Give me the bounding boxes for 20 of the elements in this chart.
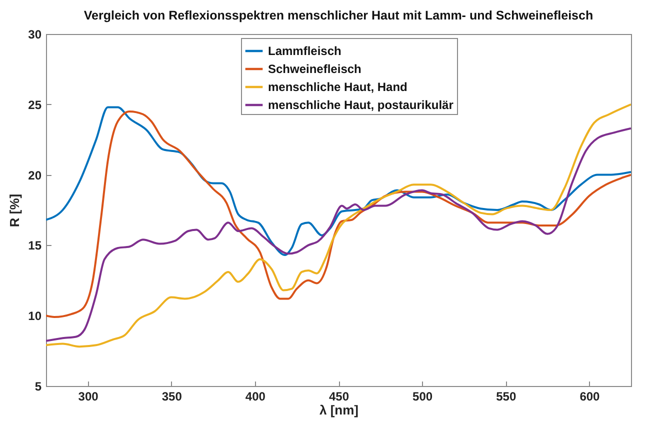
legend-label: Schweinefleisch [268, 62, 362, 76]
y-tick-label: 30 [28, 28, 42, 42]
x-tick-label: 300 [78, 390, 99, 404]
x-tick-label: 450 [328, 390, 350, 404]
y-tick-label: 20 [28, 168, 42, 182]
y-axis-title: R [%] [7, 194, 22, 228]
y-tick-label: 10 [28, 309, 42, 324]
y-tick-label: 15 [28, 238, 42, 253]
legend-label: menschliche Haut, postaurikulär [268, 98, 454, 112]
y-tick-label: 25 [28, 98, 42, 112]
legend-label: Lammfleisch [268, 44, 342, 58]
chart-title: Vergleich von Reflexionsspektren menschlicher Haut mit Lamm- und Schweinefleisch [84, 8, 594, 22]
x-tick-label: 500 [412, 390, 433, 404]
x-tick-label: 600 [580, 390, 600, 404]
x-tick-label: 350 [162, 390, 182, 404]
x-tick-label: 400 [245, 390, 266, 404]
x-tick-label: 550 [496, 390, 516, 404]
y-tick-label: 5 [34, 380, 42, 394]
x-axis-title: λ [nm] [320, 402, 358, 418]
legend-label: menschliche Haut, Hand [268, 80, 408, 94]
